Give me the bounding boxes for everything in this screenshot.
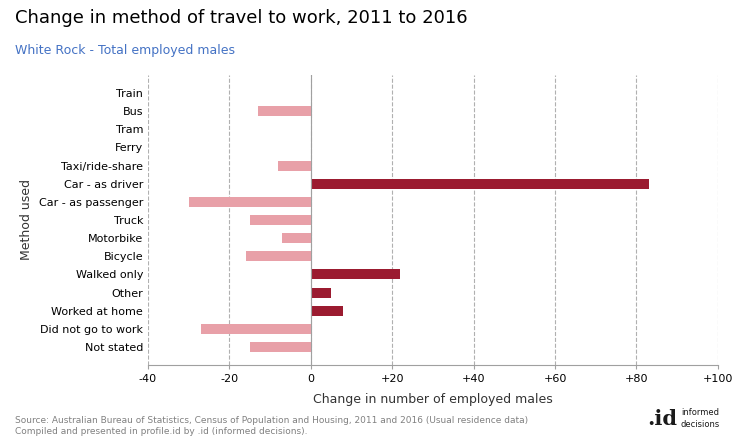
Y-axis label: Method used: Method used [20, 180, 33, 260]
Bar [246, 251, 311, 261]
Bar [311, 179, 648, 189]
Bar [311, 288, 332, 297]
Text: .id: .id [648, 409, 677, 429]
Bar [282, 233, 311, 243]
Bar [278, 161, 311, 171]
Text: informed
decisions: informed decisions [681, 408, 720, 429]
Bar [311, 269, 400, 279]
Bar [258, 106, 311, 116]
Text: White Rock - Total employed males: White Rock - Total employed males [15, 44, 235, 57]
Text: Source: Australian Bureau of Statistics, Census of Population and Housing, 2011 : Source: Australian Bureau of Statistics,… [15, 416, 528, 436]
Bar [201, 324, 311, 334]
Bar [311, 306, 343, 316]
Bar [249, 342, 311, 352]
Text: Change in method of travel to work, 2011 to 2016: Change in method of travel to work, 2011… [15, 9, 468, 27]
Bar [249, 215, 311, 225]
X-axis label: Change in number of employed males: Change in number of employed males [313, 392, 553, 406]
Bar [189, 197, 311, 207]
